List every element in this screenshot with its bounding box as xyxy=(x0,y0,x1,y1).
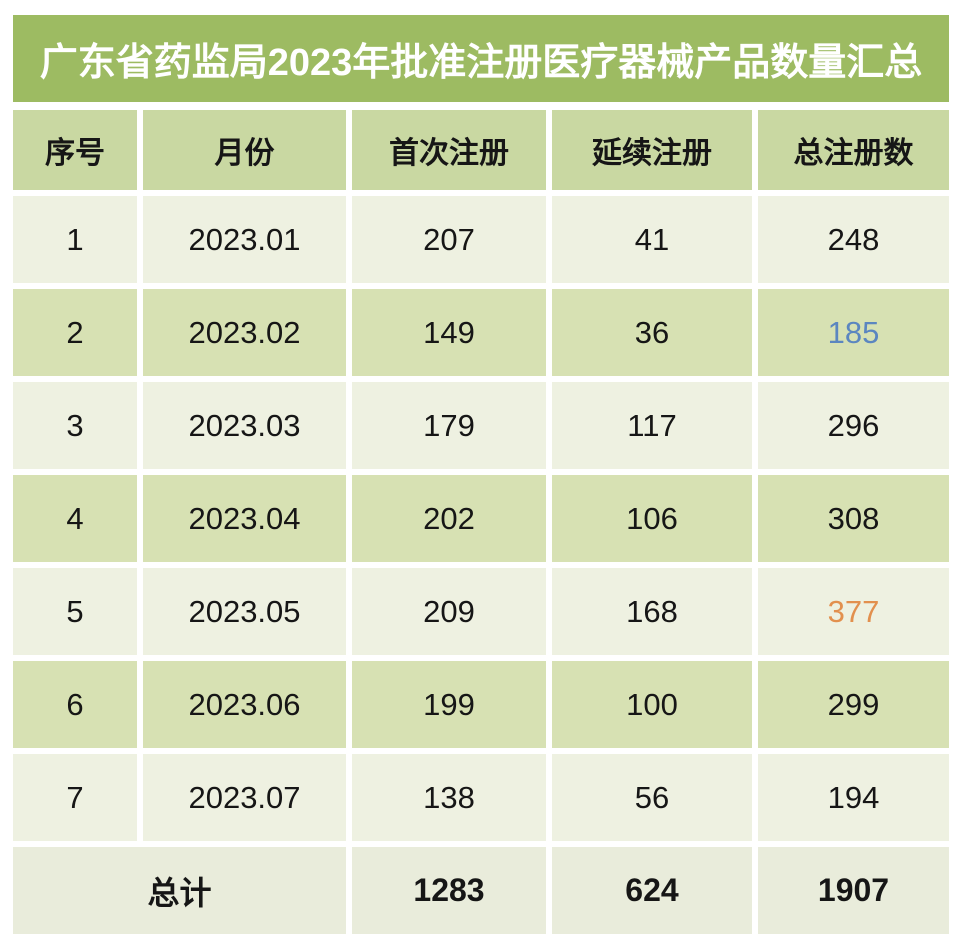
cell-index: 3 xyxy=(13,382,137,469)
cell-index: 6 xyxy=(13,661,137,748)
header-cell-month: 月份 xyxy=(143,110,346,190)
cell-month: 2023.04 xyxy=(143,475,346,562)
cell-renewal: 56 xyxy=(552,754,752,841)
cell-first: 202 xyxy=(352,475,546,562)
footer-grand-total: 1907 xyxy=(758,847,949,934)
cell-first: 149 xyxy=(352,289,546,376)
cell-index: 1 xyxy=(13,196,137,283)
cell-renewal: 41 xyxy=(552,196,752,283)
footer-renewal-total: 624 xyxy=(552,847,752,934)
cell-month: 2023.03 xyxy=(143,382,346,469)
cell-first: 138 xyxy=(352,754,546,841)
cell-first: 179 xyxy=(352,382,546,469)
cell-first: 207 xyxy=(352,196,546,283)
summary-table: 广东省药监局2023年批准注册医疗器械产品数量汇总 序号 月份 首次注册 延续注… xyxy=(13,15,949,934)
cell-month: 2023.01 xyxy=(143,196,346,283)
cell-month: 2023.07 xyxy=(143,754,346,841)
header-cell-first-registration: 首次注册 xyxy=(352,110,546,190)
cell-total: 299 xyxy=(758,661,949,748)
cell-total: 248 xyxy=(758,196,949,283)
header-cell-renewal-registration: 延续注册 xyxy=(552,110,752,190)
cell-first: 209 xyxy=(352,568,546,655)
cell-index: 2 xyxy=(13,289,137,376)
cell-renewal: 36 xyxy=(552,289,752,376)
cell-index: 5 xyxy=(13,568,137,655)
header-cell-index: 序号 xyxy=(13,110,137,190)
footer-first-total: 1283 xyxy=(352,847,546,934)
cell-month: 2023.02 xyxy=(143,289,346,376)
cell-renewal: 168 xyxy=(552,568,752,655)
cell-total: 194 xyxy=(758,754,949,841)
title-bar: 广东省药监局2023年批准注册医疗器械产品数量汇总 xyxy=(13,15,949,102)
cell-month: 2023.06 xyxy=(143,661,346,748)
cell-renewal: 106 xyxy=(552,475,752,562)
data-grid: 序号 月份 首次注册 延续注册 总注册数 1 2023.01 207 41 24… xyxy=(13,110,949,934)
cell-month: 2023.05 xyxy=(143,568,346,655)
cell-total-highlight-blue: 185 xyxy=(758,289,949,376)
cell-index: 7 xyxy=(13,754,137,841)
cell-total-highlight-orange: 377 xyxy=(758,568,949,655)
header-cell-total-registrations: 总注册数 xyxy=(758,110,949,190)
cell-total: 308 xyxy=(758,475,949,562)
cell-index: 4 xyxy=(13,475,137,562)
cell-renewal: 117 xyxy=(552,382,752,469)
footer-label: 总计 xyxy=(13,847,346,934)
page-title: 广东省药监局2023年批准注册医疗器械产品数量汇总 xyxy=(39,42,923,84)
cell-total: 296 xyxy=(758,382,949,469)
cell-first: 199 xyxy=(352,661,546,748)
cell-renewal: 100 xyxy=(552,661,752,748)
